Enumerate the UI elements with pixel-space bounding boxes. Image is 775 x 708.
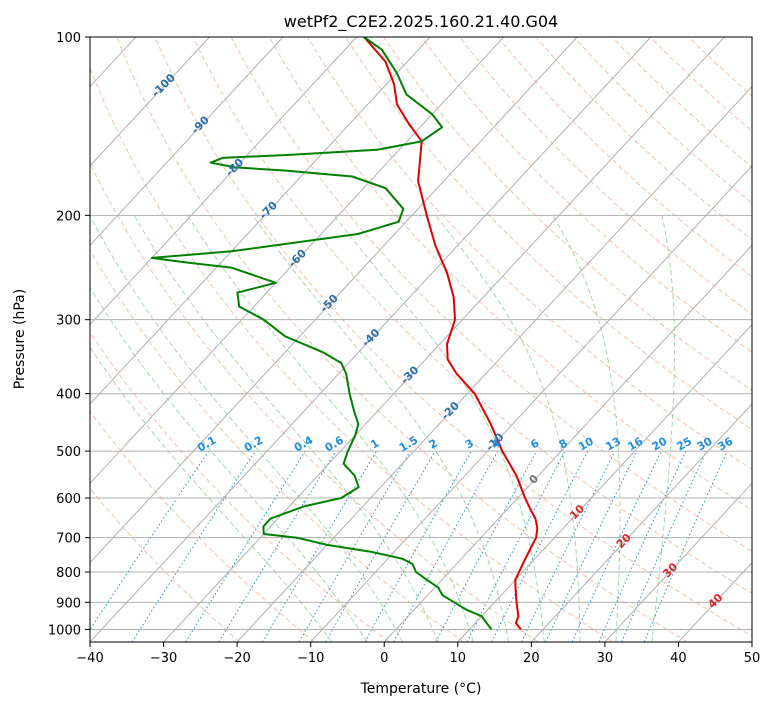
isotherm-line (90, 37, 210, 167)
x-tick-label: −40 (76, 651, 103, 666)
isotherm-line (310, 165, 752, 642)
moist-adiabat-line (651, 215, 675, 642)
y-tick-label: 300 (56, 314, 81, 329)
dry-adiabat-line (421, 37, 752, 353)
mixing-ratio-line (393, 450, 499, 642)
isotherm-line (236, 85, 752, 642)
mixing-ratio-line (218, 450, 337, 642)
x-tick-label: 30 (597, 651, 614, 666)
x-tick-label: 0 (380, 651, 388, 666)
isotherm-line (90, 37, 652, 642)
moist-adiabat-line (133, 215, 439, 642)
y-tick-label: 200 (56, 209, 81, 224)
mixing-ratio-line (131, 450, 256, 642)
isotherm-line (90, 37, 578, 564)
isotherm-line (383, 244, 752, 642)
y-tick-label: 600 (56, 492, 81, 507)
x-tick-label: 20 (523, 651, 540, 666)
y-tick-label: 700 (56, 532, 81, 547)
mixing-ratio-line (491, 450, 589, 642)
mixing-ratio-line (521, 450, 616, 642)
isotherm-line (90, 37, 505, 485)
temperature-profile-line (363, 37, 539, 631)
x-tick-label: 50 (744, 651, 761, 666)
mixing-ratio-line (598, 450, 687, 642)
dry-adiabat-line (611, 37, 752, 168)
dewpoint-profile-line (150, 37, 493, 631)
moist-adiabat-line (90, 286, 368, 642)
mixing-ratio-line (621, 450, 707, 642)
isotherm-line (530, 403, 752, 642)
dry-adiabat-line (90, 487, 241, 642)
x-tick-label: −30 (150, 651, 177, 666)
dry-adiabat-line (90, 331, 390, 642)
dry-adiabat-line (90, 66, 613, 642)
plot-frame (89, 36, 753, 643)
dry-adiabat-line (230, 37, 752, 552)
y-tick-label: 500 (56, 445, 81, 460)
y-tick-label: 900 (56, 596, 81, 611)
x-tick-label: −10 (297, 651, 324, 666)
dry-adiabat-line (383, 37, 752, 392)
x-tick-label: −20 (223, 651, 250, 666)
dry-adiabat-line (192, 37, 752, 594)
isotherm-line (90, 37, 431, 405)
moist-adiabat-line (252, 215, 510, 642)
isotherm-line (457, 323, 752, 642)
x-axis-label: Temperature (°C) (360, 681, 482, 697)
dry-adiabat-line (116, 37, 688, 642)
y-tick-label: 100 (56, 31, 81, 46)
moist-adiabat-line (90, 215, 404, 642)
x-tick-label: 10 (450, 651, 467, 666)
dry-adiabat-line (90, 162, 539, 642)
isotherm-line (163, 37, 725, 642)
y-tick-label: 1000 (48, 623, 81, 638)
moist-adiabat-line (187, 215, 474, 642)
isotherm-line (604, 482, 752, 642)
isotherm-line (90, 37, 284, 246)
dry-adiabat-line (459, 37, 752, 315)
y-tick-label: 800 (56, 566, 81, 581)
mixing-ratio-line (364, 450, 472, 642)
mixing-ratio-line (90, 450, 210, 631)
y-tick-label: 400 (56, 388, 81, 403)
dry-adiabat-line (307, 37, 752, 471)
y-axis-label: Pressure (hPa) (12, 289, 28, 389)
dry-adiabat-line (535, 37, 752, 241)
dry-adiabat-line (154, 37, 752, 637)
isotherm-line (90, 37, 357, 326)
moist-adiabat-line (552, 215, 621, 642)
x-tick-label: 40 (670, 651, 687, 666)
chart-title: wetPf2_C2E2.2025.160.21.40.G04 (284, 12, 558, 32)
